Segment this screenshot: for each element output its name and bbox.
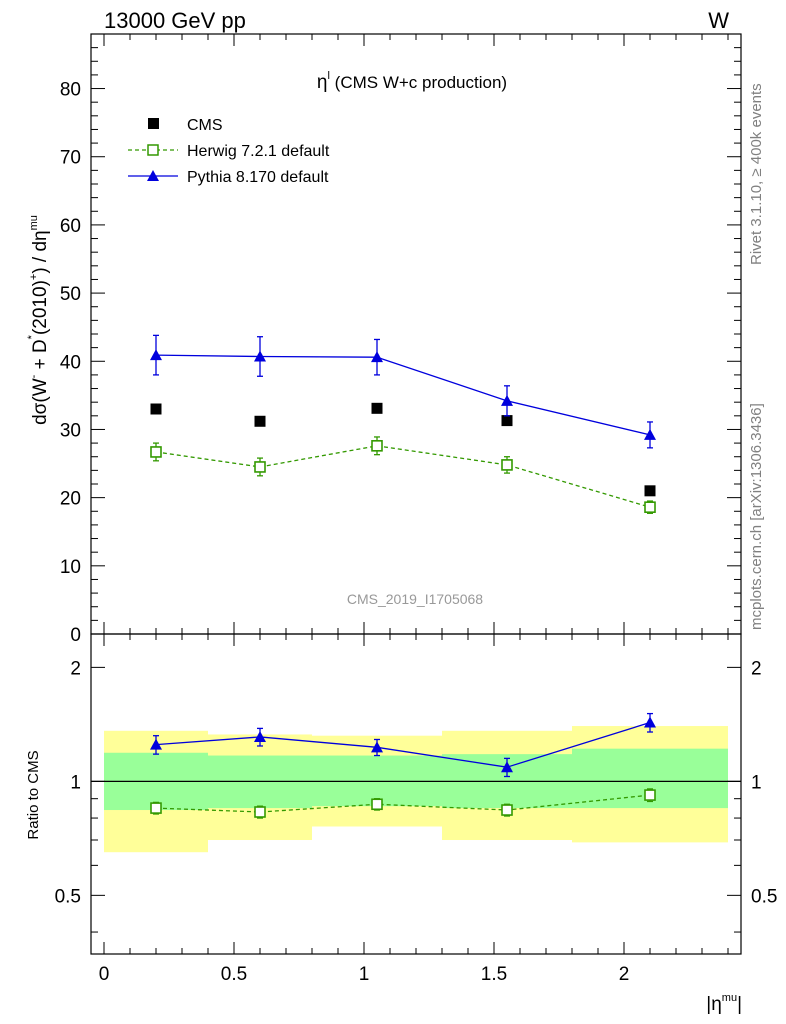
ratio-y-tick-label-right: 0.5 xyxy=(751,886,777,907)
herwig-ratio-point xyxy=(501,804,513,816)
ratio-y-axis-label: Ratio to CMS xyxy=(25,750,42,839)
y-tick-label: 70 xyxy=(60,148,81,169)
herwig-ratio-line xyxy=(155,794,651,813)
y-tick-label: 40 xyxy=(60,352,81,373)
x-tick-label: 1.5 xyxy=(481,964,507,985)
legend-marker-cms xyxy=(148,118,159,129)
y-tick-label: 0 xyxy=(70,625,81,646)
cms-point xyxy=(501,415,513,427)
y-axis-label: dσ(W- + D*(2010)+) / dηmu xyxy=(26,215,51,425)
cms-point xyxy=(644,485,656,497)
legend-marker-pythia xyxy=(147,170,159,181)
pythia-point xyxy=(501,394,513,406)
y-tick-label: 10 xyxy=(60,557,81,578)
y-tick-label: 80 xyxy=(60,80,81,101)
y-tick-label: 50 xyxy=(60,284,81,305)
herwig-point xyxy=(150,446,162,458)
legend-marker-herwig xyxy=(147,144,159,156)
x-tick-label: 0.5 xyxy=(221,964,247,985)
series-1 xyxy=(150,436,656,819)
y-tick-label: 20 xyxy=(60,489,81,510)
rivet-label: Rivet 3.1.10, ≥ 400k events xyxy=(748,83,765,265)
series-2 xyxy=(150,334,656,778)
legend-label-herwig: Herwig 7.2.1 default xyxy=(187,143,330,160)
herwig-ratio-point xyxy=(254,806,266,818)
pythia-line xyxy=(155,354,651,436)
legend: CMS Herwig 7.2.1 default Pythia 8.170 de… xyxy=(128,117,330,186)
herwig-line xyxy=(155,445,651,508)
legend-label-pythia: Pythia 8.170 default xyxy=(187,169,329,186)
pythia-ratio-point xyxy=(254,730,266,742)
pythia-point xyxy=(150,349,162,361)
herwig-ratio-point xyxy=(371,798,383,811)
pythia-ratio-point xyxy=(150,738,162,750)
ratio-y-tick-label: 0.5 xyxy=(55,886,81,907)
cms-point xyxy=(371,402,383,414)
ratio-y-tick-label-right: 2 xyxy=(751,658,762,679)
header-right: W xyxy=(708,8,729,33)
x-tick-label: 0 xyxy=(99,964,110,985)
pythia-ratio-point xyxy=(501,761,513,773)
pythia-point xyxy=(254,350,266,362)
ratio-y-tick-label-right: 1 xyxy=(751,772,762,793)
herwig-point xyxy=(371,440,383,452)
y-tick-label: 30 xyxy=(60,420,81,441)
pythia-ratio-point xyxy=(371,741,383,753)
cms-point xyxy=(150,403,162,415)
herwig-ratio-point xyxy=(150,802,162,814)
ratio-y-tick-label: 2 xyxy=(70,658,81,679)
herwig-ratio-point xyxy=(644,789,656,801)
mcplots-label: mcplots.cern.ch [arXiv:1306.3436] xyxy=(748,403,765,630)
herwig-point xyxy=(254,461,266,473)
ratio-uncertainty-bands xyxy=(104,726,728,853)
x-tick-label: 2 xyxy=(619,964,630,985)
pythia-ratio-point xyxy=(644,716,656,728)
header-left: 13000 GeV pp xyxy=(104,8,246,33)
series-layer xyxy=(150,334,656,819)
pythia-point xyxy=(644,428,656,440)
cms-point xyxy=(254,415,266,427)
legend-label-cms: CMS xyxy=(187,117,223,134)
chart-title: ηl (CMS W+c production) xyxy=(317,70,507,93)
herwig-point xyxy=(644,501,656,513)
svg-text:dσ(W- + D*(2010)+) / dηmu: dσ(W- + D*(2010)+) / dηmu xyxy=(26,215,51,425)
herwig-point xyxy=(501,459,513,471)
y-tick-label: 60 xyxy=(60,216,81,237)
x-axis-label: |ηmu| xyxy=(706,992,742,1015)
ratio-y-tick-label: 1 xyxy=(70,772,81,793)
x-tick-label: 1 xyxy=(359,964,370,985)
series-0 xyxy=(150,402,656,497)
pythia-point xyxy=(371,351,383,363)
analysis-watermark: CMS_2019_I1705068 xyxy=(347,591,483,607)
